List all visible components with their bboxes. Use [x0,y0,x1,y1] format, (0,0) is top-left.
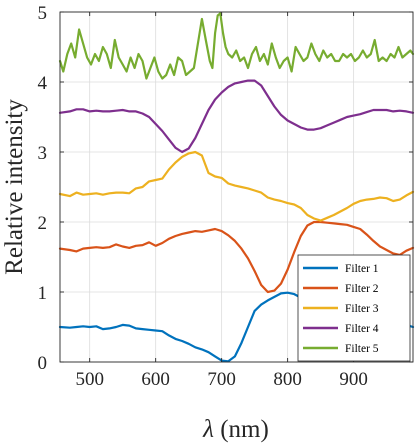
series-line-filter-5 [58,12,415,80]
x-tick-label: 500 [75,369,104,390]
x-axis-label: λ (nm) [202,416,269,443]
legend-label-filter-5: Filter 5 [345,343,379,355]
x-tick-label: 600 [141,369,170,390]
x-tick-label: 900 [339,369,368,390]
y-tick-label: 0 [38,353,48,374]
series-line-filter-3 [58,150,415,222]
y-tick-label: 3 [38,143,48,164]
tick-labels: 500 600 700 800 900 0 1 2 3 4 5 [38,3,368,390]
legend-label-filter-1: Filter 1 [345,263,379,275]
legend-label-filter-3: Filter 3 [345,303,379,315]
x-tick-label: 700 [207,369,236,390]
y-tick-label: 2 [38,213,48,234]
y-tick-label: 1 [38,283,48,304]
axis-ticks [60,11,413,363]
x-axis-label-unit: (nm) [214,416,269,443]
legend-label-filter-2: Filter 2 [345,283,379,295]
x-tick-label: 800 [273,369,302,390]
series-line-filter-2 [58,220,415,294]
y-axis-label: Relative intensity [1,99,28,275]
x-axis-label-symbol: λ [202,416,214,443]
legend: Filter 1 Filter 2 Filter 3 Filter 4 Filter 5 [297,254,411,362]
legend-label-filter-4: Filter 4 [345,323,379,335]
series-line-filter-4 [58,79,415,154]
y-tick-label: 4 [38,73,48,94]
y-tick-label: 5 [38,3,48,24]
plot-frame [59,11,414,363]
